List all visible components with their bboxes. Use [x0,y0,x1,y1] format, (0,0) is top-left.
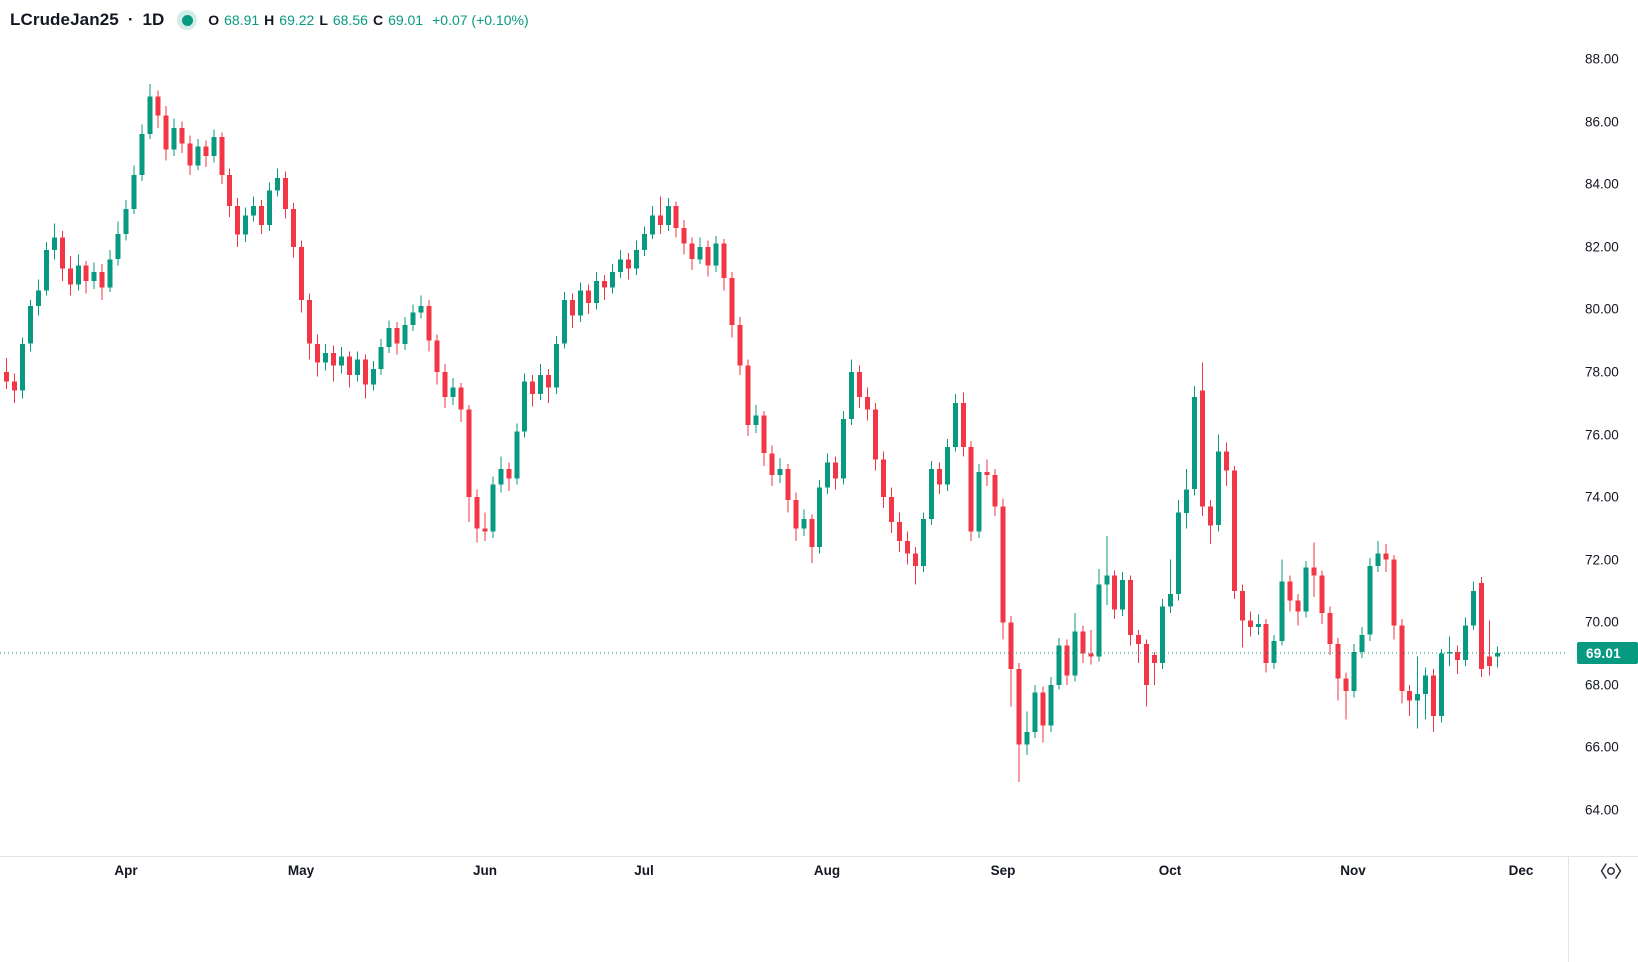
low-label: L [319,12,328,28]
price-tick-label: 70.00 [1585,614,1619,630]
time-tick-label-apr: Apr [114,863,138,878]
price-tick-label: 80.00 [1585,301,1619,317]
high-label: H [264,12,275,28]
open-label: O [208,12,220,28]
interval-label[interactable]: 1D [142,10,165,29]
price-tick-label: 66.00 [1585,739,1619,755]
price-axis[interactable]: 88.00 86.00 84.00 82.00 80.00 78.00 76.00 74.00… [1576,0,1638,856]
close-value: 69.01 [388,12,424,28]
price-tick-label: 82.00 [1585,239,1619,255]
high-value: 69.22 [279,12,315,28]
price-tick-label: 76.00 [1585,427,1619,442]
time-tick-label-nov: Nov [1340,863,1366,878]
price-tick-label: 64.00 [1585,802,1619,818]
time-tick-label-jul: Jul [634,863,654,878]
time-tick-label-dec: Dec [1508,863,1534,878]
low-value: 68.56 [332,12,368,28]
last-price-badge: 69.01 [1577,642,1638,665]
symbol-title[interactable]: LCrudeJan25 [10,10,119,29]
open-value: 68.91 [224,12,260,28]
price-tick-label: 88.00 [1585,51,1619,67]
time-tick-label-jun: Jun [472,863,498,878]
symbol-legend: LCrudeJan25 · 1D O 68.91 H 69.22 L 68.56 C 69.… [10,6,529,34]
last-price-badge-value: 69.01 [1586,645,1621,661]
axis-corner-divider [1568,856,1569,962]
price-tick-label: 78.00 [1585,364,1619,380]
price-tick-label: 84.00 [1585,176,1619,192]
angle-brackets-o-icon[interactable] [1599,862,1623,880]
market-status-core [181,14,193,26]
price-tick-label: 86.00 [1585,114,1619,130]
price-tick-label: 68.00 [1585,677,1619,693]
price-tick-label: 74.00 [1585,489,1619,505]
ohlc-readout: O 68.91 H 69.22 L 68.56 C 69.01 +0.07 (+0.10… [208,12,528,28]
time-axis[interactable]: Apr May Jun Jul Aug Sep Oct Nov Dec [0,857,1568,889]
price-tick-label: 72.00 [1585,552,1619,568]
time-axis-border [0,856,1638,857]
change-value: +0.07 (+0.10%) [432,12,529,28]
time-tick-label-aug: Aug [813,863,841,878]
market-status-dot[interactable] [177,10,198,30]
time-tick-label-sep: Sep [990,863,1016,878]
time-tick-label-oct: Oct [1158,863,1182,878]
time-tick-label-may: May [287,863,315,878]
close-label: C [372,12,384,28]
symbol-separator: · [127,10,134,29]
